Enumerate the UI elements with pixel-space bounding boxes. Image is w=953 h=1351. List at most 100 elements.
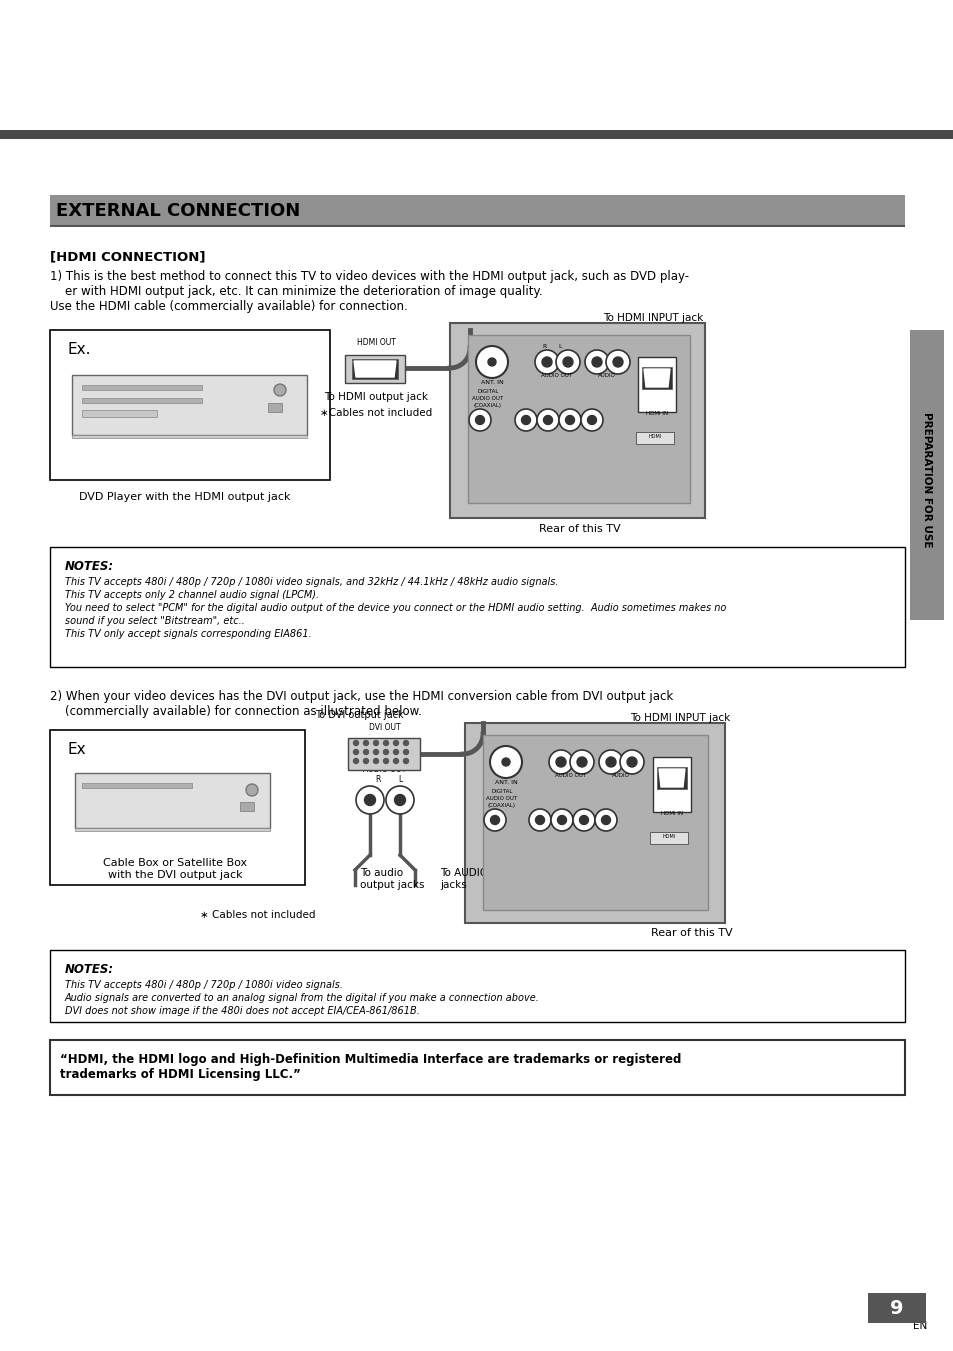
Circle shape	[592, 357, 601, 367]
Circle shape	[383, 750, 388, 754]
Bar	[50, 1040, 904, 1096]
Bar	[71, 435, 307, 438]
Circle shape	[626, 757, 637, 767]
Bar	[0, 130, 953, 139]
Bar	[82, 784, 192, 788]
Text: ∗ Cables not included: ∗ Cables not included	[200, 911, 315, 920]
Text: (COAXIAL): (COAXIAL)	[474, 403, 501, 408]
Circle shape	[535, 350, 558, 374]
Bar	[652, 757, 690, 812]
Text: This TV only accept signals corresponding EIA861.: This TV only accept signals correspondin…	[65, 630, 312, 639]
Circle shape	[551, 809, 573, 831]
Circle shape	[613, 357, 622, 367]
Circle shape	[573, 809, 595, 831]
Text: NOTES:: NOTES:	[65, 963, 114, 975]
Bar	[345, 355, 405, 382]
Text: 1) This is the best method to connect this TV to video devices with the HDMI out: 1) This is the best method to connect th…	[50, 270, 688, 282]
Bar	[641, 367, 671, 389]
Polygon shape	[643, 369, 669, 386]
Circle shape	[393, 758, 398, 763]
Circle shape	[476, 346, 507, 378]
Text: PREPARATION FOR USE: PREPARATION FOR USE	[921, 412, 931, 547]
Text: 2) When your video devices has the DVI output jack, use the HDMI conversion cabl: 2) When your video devices has the DVI o…	[50, 690, 673, 703]
Bar	[268, 403, 282, 412]
Circle shape	[605, 757, 616, 767]
Circle shape	[393, 750, 398, 754]
Text: DVD Player with the HDMI output jack: DVD Player with the HDMI output jack	[79, 492, 291, 503]
Circle shape	[605, 350, 629, 374]
Text: AUDIO OUT: AUDIO OUT	[363, 765, 406, 774]
Text: AUDIO OUT: AUDIO OUT	[555, 773, 586, 778]
Circle shape	[374, 758, 378, 763]
Polygon shape	[354, 361, 395, 377]
Text: To HDMI INPUT jack: To HDMI INPUT jack	[602, 313, 702, 323]
Circle shape	[490, 816, 499, 824]
Circle shape	[383, 740, 388, 746]
Text: To HDMI INPUT jack: To HDMI INPUT jack	[629, 713, 729, 723]
Circle shape	[521, 416, 530, 424]
Text: (COAXIAL): (COAXIAL)	[488, 802, 516, 808]
Text: DVI OUT: DVI OUT	[369, 723, 400, 732]
Text: Rear of this TV: Rear of this TV	[538, 524, 620, 534]
Bar	[352, 359, 397, 380]
Circle shape	[578, 816, 588, 824]
Circle shape	[587, 416, 596, 424]
Text: HDMI IN: HDMI IN	[645, 411, 667, 416]
Bar	[464, 723, 724, 923]
Text: To HDMI output jack: To HDMI output jack	[324, 392, 428, 403]
Text: Ex: Ex	[68, 742, 87, 757]
Text: Audio signals are converted to an analog signal from the digital if you make a c: Audio signals are converted to an analog…	[65, 993, 539, 1002]
Circle shape	[558, 409, 580, 431]
Circle shape	[577, 757, 586, 767]
Text: To audio
output jacks: To audio output jacks	[359, 867, 424, 889]
Circle shape	[515, 409, 537, 431]
Bar	[240, 802, 253, 811]
Circle shape	[580, 409, 602, 431]
Text: “HDMI, the HDMI logo and High-Definition Multimedia Interface are trademarks or : “HDMI, the HDMI logo and High-Definition…	[60, 1052, 680, 1081]
Bar	[71, 376, 307, 435]
Circle shape	[354, 750, 358, 754]
Text: [HDMI CONNECTION]: [HDMI CONNECTION]	[50, 250, 205, 263]
Text: Use the HDMI cable (commercially available) for connection.: Use the HDMI cable (commercially availab…	[50, 300, 407, 313]
Circle shape	[584, 350, 608, 374]
Text: AUDIO: AUDIO	[598, 373, 616, 378]
Bar	[649, 832, 687, 844]
Circle shape	[395, 794, 405, 805]
Circle shape	[386, 786, 414, 815]
Circle shape	[595, 809, 617, 831]
Text: R: R	[375, 775, 380, 784]
Circle shape	[374, 750, 378, 754]
Circle shape	[403, 750, 408, 754]
Circle shape	[475, 416, 484, 424]
Circle shape	[246, 784, 257, 796]
Text: This TV accepts 480i / 480p / 720p / 1080i video signals, and 32kHz / 44.1kHz / : This TV accepts 480i / 480p / 720p / 108…	[65, 577, 558, 586]
Text: DVI does not show image if the 480i does not accept EIA/CEA-861/861B.: DVI does not show image if the 480i does…	[65, 1006, 419, 1016]
Text: R: R	[542, 345, 547, 349]
Circle shape	[601, 816, 610, 824]
Text: 9: 9	[889, 1298, 902, 1317]
Circle shape	[364, 794, 375, 805]
Circle shape	[490, 746, 521, 778]
Bar	[50, 950, 904, 1021]
Text: HDMI IN: HDMI IN	[660, 811, 682, 816]
Bar	[50, 547, 904, 667]
Bar	[909, 330, 943, 620]
Circle shape	[548, 750, 573, 774]
Bar	[468, 335, 689, 503]
Circle shape	[374, 740, 378, 746]
Text: This TV accepts 480i / 480p / 720p / 1080i video signals.: This TV accepts 480i / 480p / 720p / 108…	[65, 979, 343, 990]
Circle shape	[363, 740, 368, 746]
Text: You need to select "PCM" for the digital audio output of the device you connect : You need to select "PCM" for the digital…	[65, 603, 725, 613]
Bar	[75, 773, 270, 828]
Bar	[82, 409, 157, 417]
Circle shape	[556, 350, 579, 374]
Circle shape	[355, 786, 384, 815]
Bar	[348, 738, 419, 770]
Circle shape	[403, 740, 408, 746]
Circle shape	[557, 816, 566, 824]
Circle shape	[363, 750, 368, 754]
Text: ANT. IN: ANT. IN	[494, 780, 517, 785]
Text: DIGITAL: DIGITAL	[476, 389, 498, 394]
Text: DIGITAL: DIGITAL	[491, 789, 512, 794]
Text: AUDIO OUT: AUDIO OUT	[541, 373, 572, 378]
